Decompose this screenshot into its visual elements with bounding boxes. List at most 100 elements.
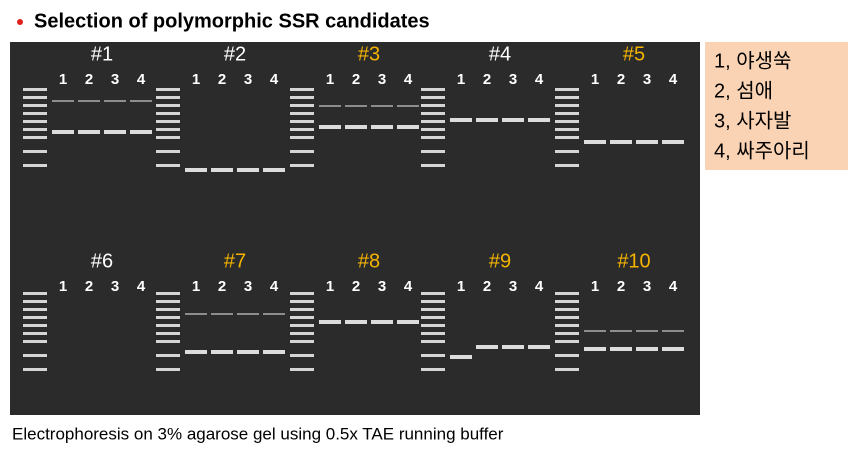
lane-number: 1 (59, 278, 67, 295)
ladder-band (156, 292, 180, 295)
gel-image (10, 42, 700, 415)
dna-band (371, 320, 393, 324)
ladder-band (23, 332, 47, 335)
ladder-band (290, 340, 314, 343)
legend-entry: 2, 섬애 (714, 79, 773, 102)
ladder-band (156, 332, 180, 335)
dna-band (211, 168, 233, 172)
panel-label: #7 (224, 250, 246, 272)
ladder-band (555, 308, 579, 311)
ladder-band (421, 332, 445, 335)
ladder-band (421, 112, 445, 115)
dna-band (237, 168, 259, 172)
lane-number: 2 (218, 278, 226, 295)
lane-number: 2 (617, 71, 625, 88)
dna-band (319, 105, 341, 107)
lane-number: 1 (192, 71, 200, 88)
ladder-band (23, 324, 47, 327)
dna-band (345, 105, 367, 107)
ladder-band (23, 292, 47, 295)
dna-band (528, 118, 550, 122)
dna-band (211, 350, 233, 354)
ladder-band (156, 368, 180, 371)
panel-label: #6 (91, 250, 113, 272)
lane-number: 4 (404, 71, 413, 88)
ladder-band (23, 136, 47, 139)
dna-band (397, 125, 419, 129)
ladder-band (555, 96, 579, 99)
ladder-band (555, 300, 579, 303)
lane-number: 4 (137, 71, 146, 88)
legend-entry: 1, 야생쑥 (714, 49, 791, 72)
ladder-band (555, 292, 579, 295)
lane-number: 2 (483, 71, 491, 88)
ladder-band (290, 324, 314, 327)
lane-number: 3 (244, 278, 252, 295)
panel-label: #2 (224, 43, 246, 65)
ladder-band (156, 104, 180, 107)
ladder-band (23, 128, 47, 131)
gel-content: #1 1 2 3 4 #2 1 2 3 4 #3 1 2 3 4 #4 1 2 3 4 #5 1 2 3 4 #6 1 2 3 4 #7 1 2… (23, 43, 684, 371)
ladder-band (156, 96, 180, 99)
ladder-band (555, 164, 579, 167)
ladder-band (421, 324, 445, 327)
ladder-band (156, 308, 180, 311)
dna-band (345, 320, 367, 324)
dna-band (319, 320, 341, 324)
ladder-band (156, 300, 180, 303)
ladder-band (23, 112, 47, 115)
dna-band (78, 130, 100, 134)
dna-band (130, 130, 152, 134)
ladder-band (421, 150, 445, 153)
ladder-band (290, 136, 314, 139)
lane-number: 4 (535, 278, 544, 295)
dna-band (397, 320, 419, 324)
dna-band (662, 347, 684, 351)
ladder-band (421, 128, 445, 131)
dna-band (662, 330, 684, 332)
lane-number: 2 (483, 278, 491, 295)
ladder-band (290, 112, 314, 115)
lane-number: 3 (111, 278, 119, 295)
lane-number: 4 (270, 278, 279, 295)
ladder-band (290, 308, 314, 311)
lane-number: 2 (352, 278, 360, 295)
ladder-band (23, 354, 47, 357)
ladder-band (555, 150, 579, 153)
ladder-band (156, 316, 180, 319)
legend-box (705, 42, 848, 170)
lane-number: 3 (509, 278, 517, 295)
lane-number: 1 (326, 278, 334, 295)
ladder-band (290, 164, 314, 167)
ladder-band (290, 120, 314, 123)
ladder-band (290, 128, 314, 131)
dna-band (662, 140, 684, 144)
dna-band (610, 347, 632, 351)
legend-entry: 3, 사자발 (714, 109, 791, 132)
lane-number: 4 (270, 71, 279, 88)
ladder-band (290, 150, 314, 153)
ladder-band (23, 150, 47, 153)
bullet (17, 19, 23, 25)
panel-label: #1 (91, 43, 113, 65)
ladder-band (156, 164, 180, 167)
lane-number: 2 (352, 71, 360, 88)
dna-band (502, 118, 524, 122)
ladder-band (555, 128, 579, 131)
ladder-band (555, 136, 579, 139)
ladder-band (23, 316, 47, 319)
panel-label: #10 (617, 250, 650, 272)
ladder-band (555, 368, 579, 371)
dna-band (185, 168, 207, 172)
ladder-band (23, 88, 47, 91)
lane-number: 2 (617, 278, 625, 295)
ladder-band (421, 96, 445, 99)
dna-band (476, 118, 498, 122)
ladder-band (421, 120, 445, 123)
ladder-band (555, 332, 579, 335)
title: Selection of polymorphic SSR candidates (34, 10, 430, 32)
lane-number: 1 (591, 278, 599, 295)
ladder-band (421, 292, 445, 295)
ladder-band (290, 88, 314, 91)
dna-band (636, 330, 658, 332)
